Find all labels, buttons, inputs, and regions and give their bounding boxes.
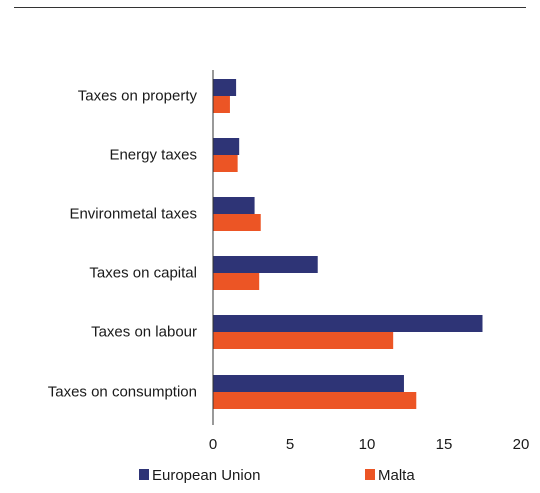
bar-malta — [213, 214, 261, 231]
bar-malta — [213, 273, 260, 290]
bar-malta — [213, 332, 394, 349]
category-labels: Taxes on property Energy taxes Environmeta… — [48, 88, 198, 401]
bar-european-union — [213, 79, 237, 96]
category-label: Environmetal taxes — [69, 206, 197, 223]
top-rule — [14, 7, 526, 8]
bar-european-union — [213, 375, 404, 392]
bar-malta — [213, 155, 238, 172]
category-label: Energy taxes — [109, 147, 197, 164]
x-tick-label: 5 — [286, 436, 294, 453]
x-tick-label: 20 — [513, 436, 530, 453]
x-tick-labels: 0 5 10 15 20 — [209, 436, 530, 453]
bar-malta — [213, 392, 417, 409]
bars-layer — [213, 79, 483, 409]
category-label: Taxes on labour — [91, 324, 197, 341]
bar-european-union — [213, 315, 483, 332]
bar-malta — [213, 96, 230, 113]
x-tick-label: 15 — [436, 436, 453, 453]
legend-label: European Union — [152, 467, 260, 484]
x-tick-label: 0 — [209, 436, 217, 453]
category-label: Taxes on consumption — [48, 384, 197, 401]
legend-swatch — [139, 469, 149, 480]
bar-european-union — [213, 256, 318, 273]
bar-european-union — [213, 138, 240, 155]
legend-swatch — [365, 469, 375, 480]
bar-european-union — [213, 197, 255, 214]
legend: European Union Malta — [139, 467, 415, 484]
x-tick-label: 10 — [359, 436, 376, 453]
category-label: Taxes on capital — [89, 265, 197, 282]
legend-label: Malta — [378, 467, 415, 484]
category-label: Taxes on property — [78, 88, 198, 105]
